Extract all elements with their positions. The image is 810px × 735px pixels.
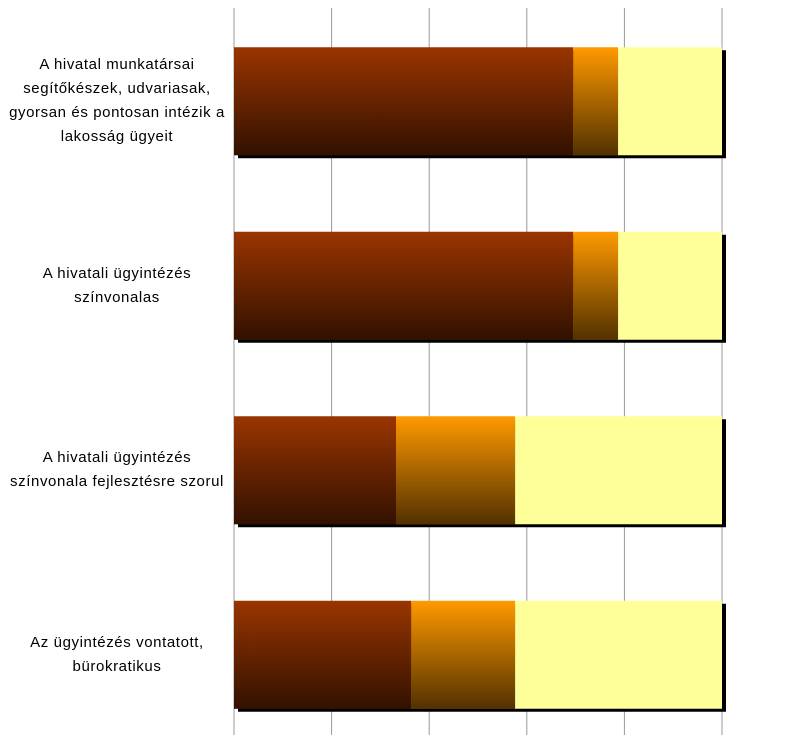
bar-segment (234, 231, 574, 340)
bar-segment (515, 416, 722, 525)
bar-segment (411, 600, 516, 709)
bar-segment (515, 600, 722, 709)
bar-segment (618, 47, 722, 156)
y-tick-label: Az ügyintézés vontatott, bürokratikus (30, 633, 204, 675)
bar-segment (396, 416, 516, 525)
bar-segment (573, 231, 619, 340)
bar-segment (234, 600, 412, 709)
y-tick-label: A hivatal munkatársai segítőkészek, udva… (9, 56, 225, 146)
y-tick-label: A hivatali ügyintézés színvonala fejlesz… (10, 449, 224, 491)
y-tick-label: A hivatali ügyintézés színvonalas (42, 264, 192, 306)
bar-segment (573, 47, 619, 156)
bar-segment (234, 416, 397, 525)
bar-segment (234, 47, 574, 156)
bar-segment (618, 231, 722, 340)
